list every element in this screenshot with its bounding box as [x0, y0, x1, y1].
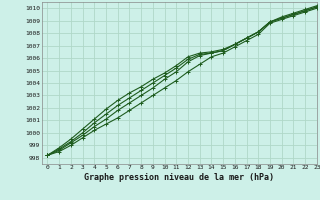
- X-axis label: Graphe pression niveau de la mer (hPa): Graphe pression niveau de la mer (hPa): [84, 173, 274, 182]
